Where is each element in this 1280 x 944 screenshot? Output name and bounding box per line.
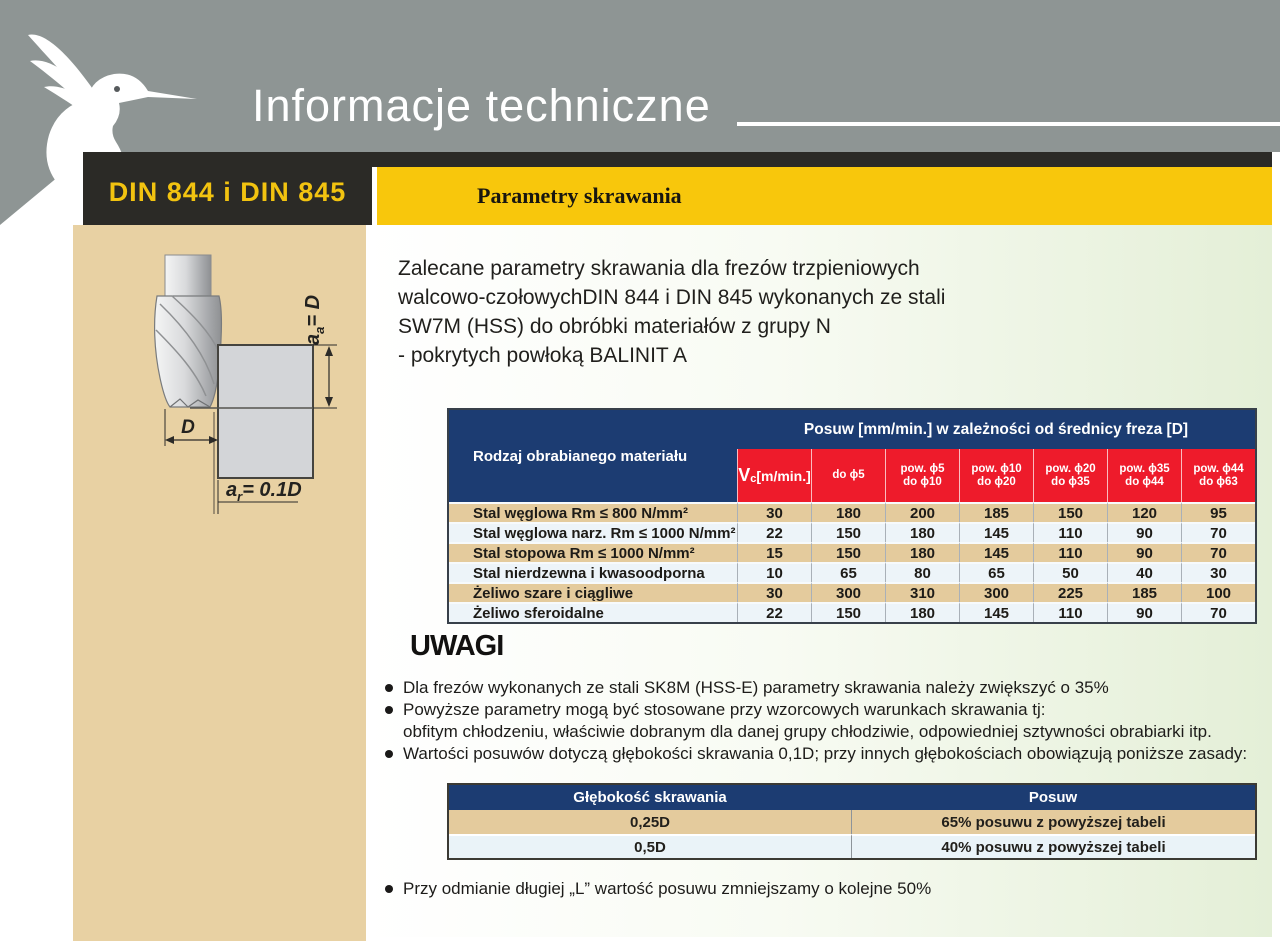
table-cell: 22 — [737, 602, 811, 622]
table-cell: 150 — [811, 542, 885, 562]
table-cell: 15 — [737, 542, 811, 562]
material-label: Stal nierdzewna i kwasoodporna — [449, 562, 737, 582]
table-cell: 30 — [1181, 562, 1255, 582]
table-cell: 30 — [737, 502, 811, 522]
table-cell: 225 — [1033, 582, 1107, 602]
diameter-column-header: pow. ϕ44 do ϕ63 — [1181, 449, 1255, 502]
table-cell: 145 — [959, 522, 1033, 542]
bullet-dot-icon — [385, 706, 393, 714]
material-label: Stal węglowa narz. Rm ≤ 1000 N/mm² — [449, 522, 737, 542]
notes-heading: UWAGI — [410, 630, 504, 662]
end-mill-shank — [164, 254, 212, 300]
table-cell: 180 — [811, 502, 885, 522]
black-divider-bar — [83, 152, 1272, 167]
table-cell: 22 — [737, 522, 811, 542]
feed-column-header: Posuw — [851, 785, 1255, 810]
table-cell: 70 — [1181, 542, 1255, 562]
table-cell: 150 — [811, 522, 885, 542]
table-cell: 180 — [885, 542, 959, 562]
table-cell: 40 — [1107, 562, 1181, 582]
title-underline — [737, 122, 1280, 126]
table-cell: 95 — [1181, 502, 1255, 522]
table-cell: 0,5D — [449, 834, 851, 858]
table-cell: 180 — [885, 522, 959, 542]
bullet-dot-icon — [385, 750, 393, 758]
diameter-column-header: pow. ϕ10 do ϕ20 — [959, 449, 1033, 502]
table-cell: 185 — [1107, 582, 1181, 602]
material-label: Stal stopowa Rm ≤ 1000 N/mm² — [449, 542, 737, 562]
flute-lines — [155, 295, 220, 397]
table-cell: 80 — [885, 562, 959, 582]
table-cell: 70 — [1181, 522, 1255, 542]
note-footnote: Przy odmianie długiej „L” wartość posuwu… — [385, 878, 1265, 900]
table-cell: 65 — [959, 562, 1033, 582]
table-cell: 110 — [1033, 542, 1107, 562]
table-cell: 90 — [1107, 522, 1181, 542]
diameter-column-header: pow. ϕ35 do ϕ44 — [1107, 449, 1181, 502]
page-title: Informacje techniczne — [252, 80, 711, 131]
header-band — [0, 0, 1280, 152]
table-cell: 145 — [959, 542, 1033, 562]
table-cell: 90 — [1107, 542, 1181, 562]
table-cell: 110 — [1033, 522, 1107, 542]
intro-paragraph: Zalecane parametry skrawania dla frezów … — [398, 257, 946, 367]
section-title: Parametry skrawania — [477, 183, 682, 208]
diameter-column-header: do ϕ5 — [811, 449, 885, 502]
note-item: Wartości posuwów dotyczą głębokości skra… — [385, 743, 1265, 765]
table-cell: 90 — [1107, 602, 1181, 622]
workpiece — [217, 344, 314, 479]
depth-column-header: Głębokość skrawania — [449, 785, 851, 810]
diameter-column-header: pow. ϕ20 do ϕ35 — [1033, 449, 1107, 502]
section-header-bar: Parametry skrawania — [377, 167, 1272, 225]
table-cell: 300 — [811, 582, 885, 602]
table-cell: 310 — [885, 582, 959, 602]
dim-label-radial: ar= 0.1D — [226, 479, 302, 504]
table-cell: 10 — [737, 562, 811, 582]
din-standard-label: DIN 844 i DIN 845 — [108, 177, 347, 207]
table-cell: 150 — [811, 602, 885, 622]
dim-label-diameter: D — [181, 417, 195, 438]
material-label: Żeliwo szare i ciągliwe — [449, 582, 737, 602]
material-label: Stal węglowa Rm ≤ 800 N/mm² — [449, 502, 737, 522]
table-cell: 120 — [1107, 502, 1181, 522]
table-cell: 40% posuwu z powyższej tabeli — [851, 834, 1255, 858]
table-cell: 185 — [959, 502, 1033, 522]
table-cell: 300 — [959, 582, 1033, 602]
table-cell: 65 — [811, 562, 885, 582]
cutter-tip — [169, 398, 211, 408]
table-cell: 100 — [1181, 582, 1255, 602]
material-label: Żeliwo sferoidalne — [449, 602, 737, 622]
diameter-column-header: pow. ϕ5 do ϕ10 — [885, 449, 959, 502]
material-column-header: Rodzaj obrabianego materiału — [449, 410, 737, 502]
table-cell: 150 — [1033, 502, 1107, 522]
din-standard-box: DIN 844 i DIN 845 — [83, 152, 372, 225]
table-cell: 50 — [1033, 562, 1107, 582]
feed-span-header: Posuw [mm/min.] w zależności od średnicy… — [737, 410, 1255, 449]
bullet-dot-icon — [385, 885, 393, 893]
table-cell: 65% posuwu z powyższej tabeli — [851, 810, 1255, 834]
bullet-dot-icon — [385, 684, 393, 692]
cutting-parameters-table: Rodzaj obrabianego materiału Posuw [mm/m… — [447, 408, 1257, 624]
end-mill-body — [154, 295, 222, 408]
depth-feed-table: Głębokość skrawania Posuw 0,25D 65% posu… — [447, 783, 1257, 860]
dim-label-axial: aa= D — [302, 295, 327, 345]
table-cell: 0,25D — [449, 810, 851, 834]
table-cell: 30 — [737, 582, 811, 602]
table-cell: 70 — [1181, 602, 1255, 622]
table-cell: 180 — [885, 602, 959, 622]
table-cell: 200 — [885, 502, 959, 522]
cutting-diagram: aa= D D ar= 0.1D — [154, 254, 337, 514]
note-item: Dla frezów wykonanych ze stali SK8M (HSS… — [385, 677, 1265, 699]
table-cell: 110 — [1033, 602, 1107, 622]
table-cell: 145 — [959, 602, 1033, 622]
bird-eye — [114, 86, 120, 92]
note-item: Powyższe parametry mogą być stosowane pr… — [385, 699, 1265, 743]
